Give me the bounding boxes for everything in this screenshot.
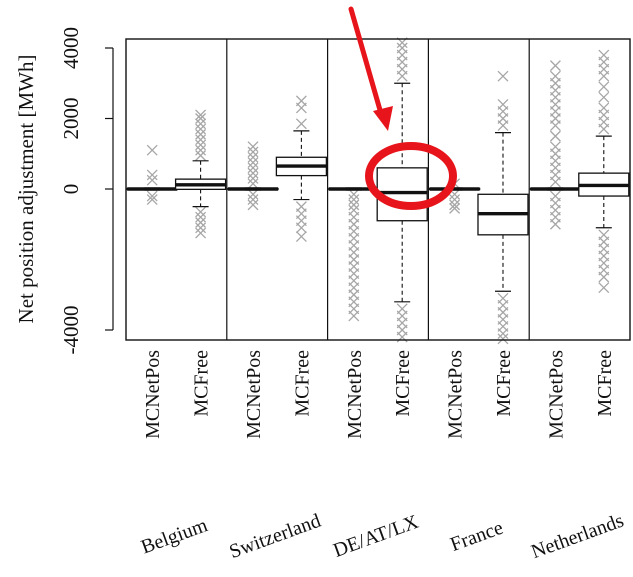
outlier-point (195, 227, 207, 239)
outlier-point (195, 222, 207, 234)
outlier-point (449, 202, 461, 214)
outlier-point (247, 194, 259, 206)
outlier-point (598, 91, 610, 103)
y-tick-label: 0 (59, 184, 83, 195)
outlier-point (549, 70, 561, 82)
outlier-point (247, 151, 259, 163)
outlier-point (497, 333, 509, 345)
outlier-point (195, 134, 207, 146)
outlier-point (195, 128, 207, 140)
outlier-point (295, 222, 307, 234)
label-layer: MCNetPos MCFree Belgium MCNetPos MCFree Switz… (14, 27, 627, 563)
category-label: MCNetPos (545, 350, 567, 439)
outlier-point (195, 217, 207, 228)
outlier-point (497, 70, 509, 82)
outlier-point (598, 102, 610, 114)
outlier-point (247, 162, 259, 174)
red-arrow-shaft (348, 6, 385, 120)
category-label: MCFree (594, 350, 616, 417)
outlier-point (598, 81, 610, 93)
outlier-point (396, 42, 408, 54)
outlier-point (247, 157, 259, 169)
category-label: MCNetPos (243, 350, 265, 439)
red-highlight-ellipse (365, 142, 457, 210)
category-label: MCNetPos (344, 350, 366, 439)
plot-frame (125, 38, 631, 341)
category-label: MCFree (291, 350, 313, 417)
outlier-point (549, 130, 561, 142)
group-label: Switzerland (227, 510, 324, 563)
group-label: DE/AT/LX (330, 511, 422, 562)
outlier-point (195, 144, 207, 156)
box-belgium-mcfree (174, 109, 227, 239)
outlier-point (146, 169, 158, 181)
outlier-point (348, 199, 360, 211)
annotation-highlight (348, 6, 457, 210)
outlier-point (247, 199, 259, 211)
outlier-point (295, 118, 307, 130)
category-label: MCFree (392, 350, 414, 417)
box-switzerland-mcfree (275, 95, 328, 243)
outlier-point (549, 141, 561, 153)
box-switzerland-mcnetpos (227, 141, 279, 211)
outlier-point (146, 190, 158, 202)
box-france-mcfree (477, 70, 529, 345)
outlier-point (146, 144, 158, 156)
y-tick-label: 4000 (59, 27, 83, 69)
box-belgium-mcnetpos (126, 144, 178, 206)
box-netherlands-mcnetpos (529, 60, 582, 230)
outlier-point (247, 167, 259, 179)
outlier-point (598, 49, 610, 61)
category-label: MCFree (191, 350, 213, 417)
box-deatlx-mcfree (376, 37, 428, 343)
outlier-point (549, 60, 561, 72)
group-label: Netherlands (528, 509, 627, 563)
box-netherlands-mcfree (578, 49, 630, 294)
outlier-point (195, 139, 207, 151)
group-label: France (447, 517, 506, 556)
outlier-point (247, 188, 259, 200)
outlier-point (195, 118, 207, 130)
outlier-point (195, 109, 207, 121)
outlier-point (549, 218, 561, 230)
outlier-point (598, 271, 610, 283)
outlier-point (146, 194, 158, 206)
outlier-point (195, 150, 207, 161)
outlier-point (247, 141, 259, 153)
axis-layer (105, 38, 631, 341)
outlier-point (598, 282, 610, 294)
category-label: MCFree (493, 350, 515, 417)
outlier-point (195, 123, 207, 135)
outlier-point (247, 172, 259, 184)
y-tick-label: 2000 (59, 98, 83, 140)
outlier-point (497, 98, 509, 110)
outlier-point (195, 211, 207, 223)
y-tick-label: -4000 (59, 306, 83, 355)
y-axis-label: Net position adjustment [MWh] (14, 55, 38, 324)
outlier-point (348, 188, 360, 200)
category-label: MCNetPos (142, 350, 164, 439)
box-iqr (376, 167, 428, 222)
outlier-point (195, 113, 207, 124)
outlier-point (247, 178, 259, 190)
outlier-point (295, 95, 307, 107)
outlier-point (497, 328, 509, 339)
annotation-layer (348, 6, 457, 210)
outlier-point (449, 194, 461, 206)
category-label: MCNetPos (445, 350, 467, 439)
outlier-point (247, 146, 259, 158)
box-deatlx-mcnetpos (328, 187, 380, 322)
outlier-point (295, 231, 307, 243)
outlier-point (146, 174, 158, 186)
outlier-point (348, 194, 360, 206)
group-label: Belgium (138, 514, 211, 558)
outlier-point (195, 206, 207, 218)
outlier-point (348, 310, 360, 322)
red-arrow-head (373, 106, 393, 131)
outlier-point (449, 199, 461, 211)
